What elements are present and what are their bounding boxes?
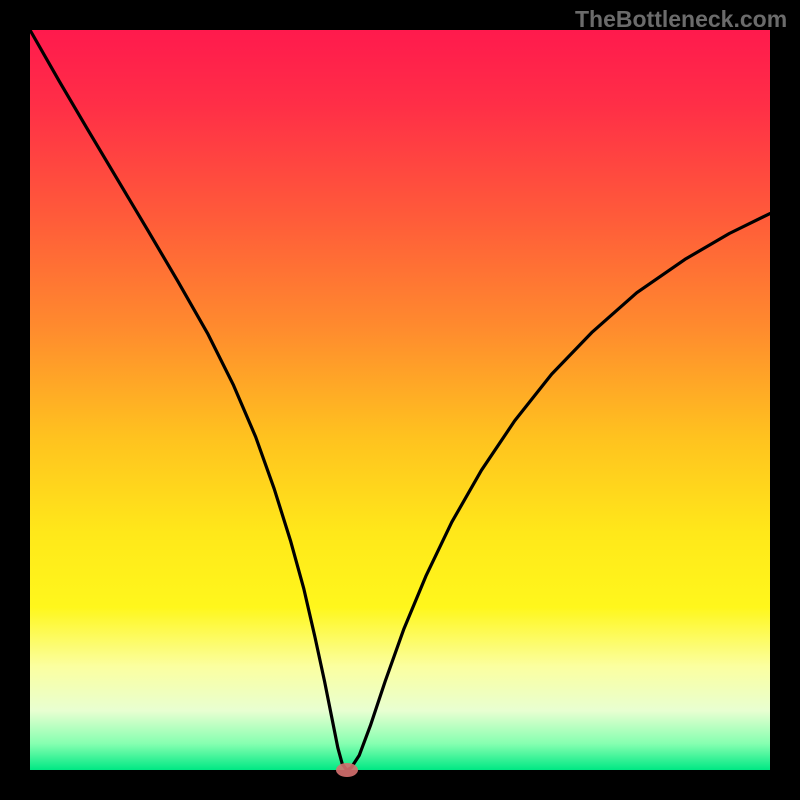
watermark-text: TheBottleneck.com [575,6,787,33]
bottleneck-v-curve [0,0,800,800]
curve-path [30,30,770,770]
curve-minimum-marker [336,763,358,777]
chart-stage: TheBottleneck.com [0,0,800,800]
